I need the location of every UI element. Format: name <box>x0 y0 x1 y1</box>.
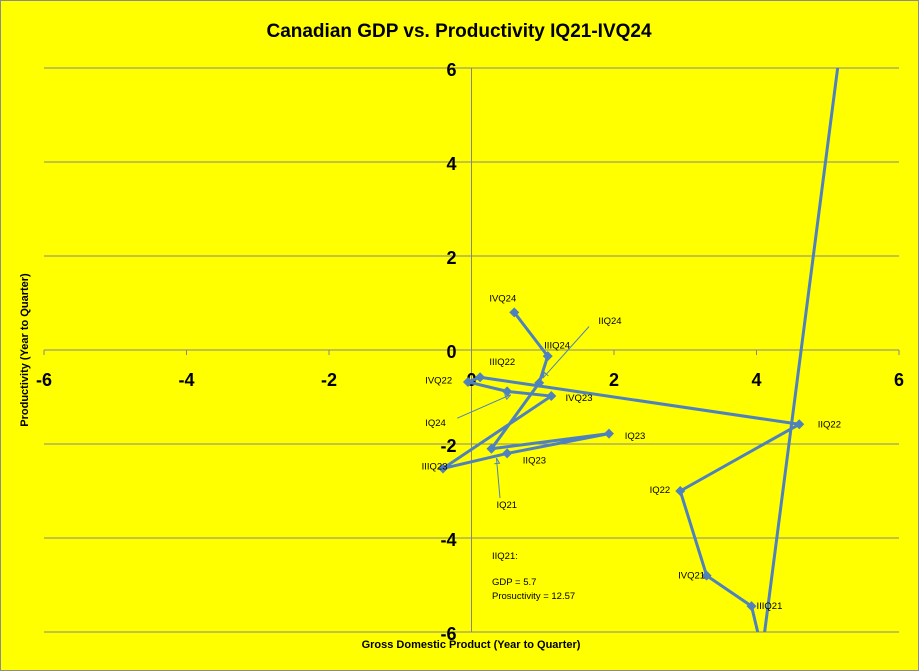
y-tick-label: -2 <box>440 436 456 456</box>
leader-arrowhead <box>494 457 501 465</box>
point-label: IVQ21 <box>678 571 705 582</box>
x-tick-label: -6 <box>36 370 52 390</box>
data-point <box>509 307 520 318</box>
annotation-note: IIQ21: GDP = 5.7 Prosuctivity = 12.57 <box>492 551 575 602</box>
data-point <box>542 351 553 362</box>
note-line: Prosuctivity = 12.57 <box>492 591 575 602</box>
point-label: IVQ22 <box>425 376 452 387</box>
data-point <box>604 428 615 439</box>
x-tick-label: 2 <box>609 370 619 390</box>
data-point <box>546 391 557 402</box>
y-axis-label: Productivity (Year to Quarter) <box>19 273 31 427</box>
point-label: IQ22 <box>650 485 671 496</box>
leader-line <box>542 326 590 379</box>
point-label: IQ21 <box>496 500 517 511</box>
y-tick-label: 4 <box>446 154 456 174</box>
point-label: IIIQ21 <box>757 601 783 612</box>
x-tick-label: -2 <box>321 370 337 390</box>
data-point <box>701 570 712 581</box>
leader-lines <box>457 326 590 499</box>
point-label: IIIQ24 <box>544 340 570 351</box>
y-tick-label: 2 <box>446 248 456 268</box>
point-label: IIIQ22 <box>489 357 515 368</box>
y-tick-label: -6 <box>440 624 456 644</box>
data-point <box>438 463 448 474</box>
y-tick-label: 6 <box>446 60 456 80</box>
data-point <box>462 376 473 387</box>
point-labels: IVQ24 IIQ24 IIIQ24 IIIQ22 IVQ22 IVQ23 IQ24 IIQ2… <box>422 293 841 612</box>
data-point <box>502 448 513 459</box>
y-tick-label: -4 <box>440 530 456 550</box>
data-point <box>794 419 805 430</box>
leader-arrowhead <box>504 394 512 401</box>
y-tick-label: 0 <box>446 342 456 362</box>
note-line: IIQ21: <box>492 551 518 562</box>
point-label: IIQ22 <box>818 419 841 430</box>
x-tick-label: 4 <box>751 370 761 390</box>
point-label: IIQ24 <box>598 316 621 327</box>
axes <box>43 67 900 633</box>
x-axis-label: Gross Domestic Product (Year to Quarter) <box>362 639 581 651</box>
leader-line <box>457 394 511 419</box>
point-label: IQ24 <box>425 418 446 429</box>
data-point <box>757 646 767 656</box>
data-point <box>502 386 513 397</box>
note-line: GDP = 5.7 <box>492 577 536 588</box>
data-point <box>534 377 545 388</box>
x-tick-label: 6 <box>894 370 904 390</box>
leader-line <box>495 458 501 499</box>
point-label: IIIQ23 <box>422 462 448 473</box>
x-tick-label: -4 <box>178 370 194 390</box>
leader-arrowhead <box>542 371 549 379</box>
point-label: IIQ23 <box>523 455 546 466</box>
data-point <box>675 486 686 496</box>
data-point <box>746 601 757 612</box>
point-label: IQ23 <box>625 431 646 442</box>
data-point <box>475 372 486 383</box>
data-point <box>486 443 497 454</box>
point-label: IVQ24 <box>489 293 516 304</box>
data-series <box>438 68 840 656</box>
point-label: IVQ23 <box>566 393 593 404</box>
chart-title: Canadian GDP vs. Productivity IQ21-IVQ24 <box>266 21 651 42</box>
